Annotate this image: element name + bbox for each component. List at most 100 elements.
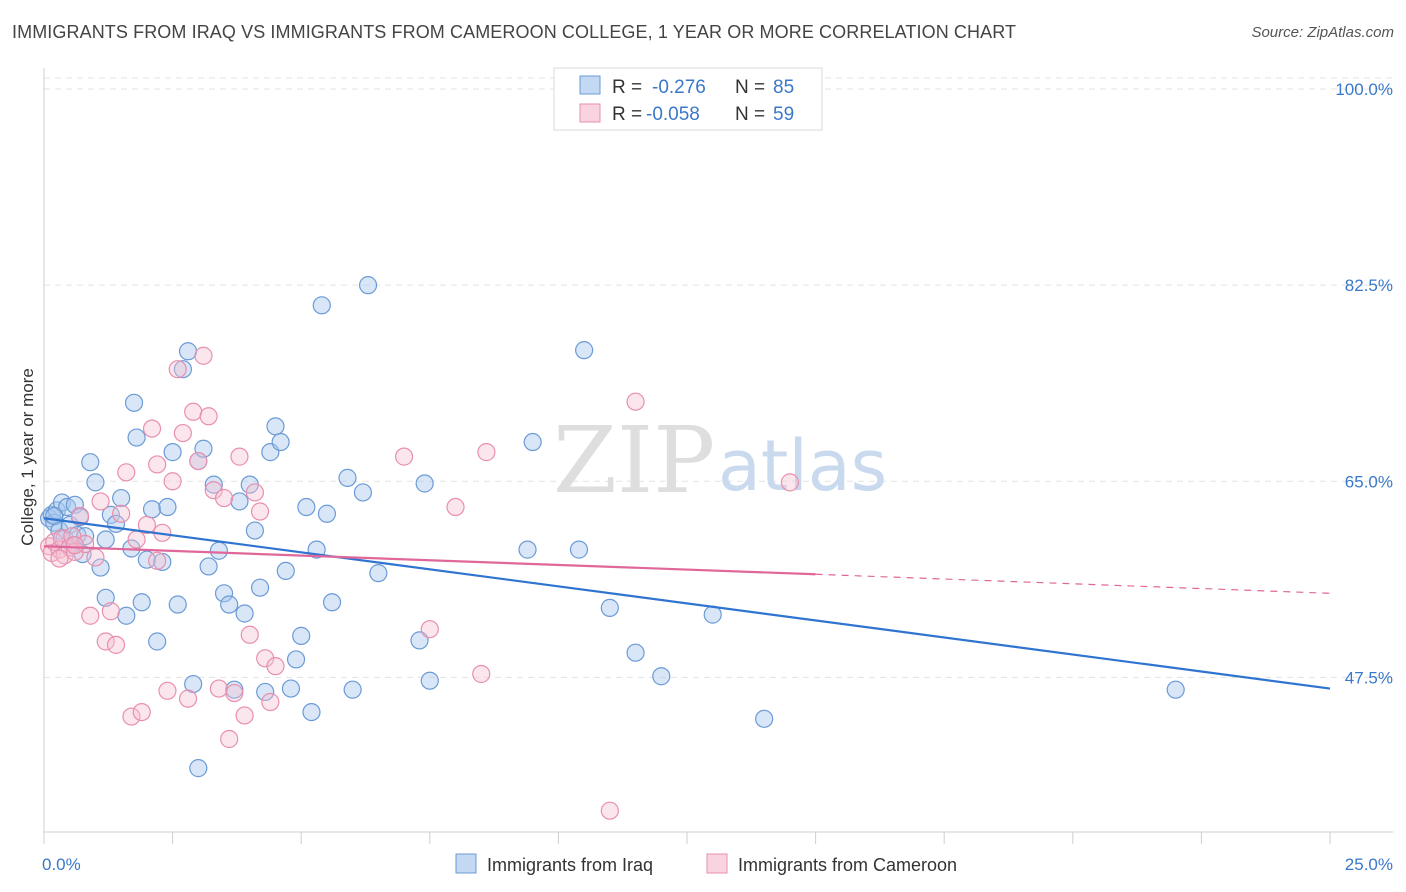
cameroon-point-49 xyxy=(420,620,439,639)
cameroon-point-51 xyxy=(472,664,491,684)
cameroon-point-16 xyxy=(106,635,126,654)
cameroon-point-18 xyxy=(117,463,136,482)
cameroon-point-46 xyxy=(261,692,280,712)
iraq-point-39 xyxy=(199,557,218,576)
iraq-point-55 xyxy=(281,679,301,698)
iraq-points xyxy=(40,276,1185,778)
legend-cameroon-r-label: R = xyxy=(612,104,642,125)
cameroon-point-38 xyxy=(220,729,239,749)
cameroon-point-52 xyxy=(477,443,496,462)
cameroon-point-33 xyxy=(194,346,213,365)
x-tick-label-1: 25.0% xyxy=(1345,855,1393,874)
cameroon-point-20 xyxy=(127,530,146,549)
iraq-point-64 xyxy=(338,468,357,487)
iraq-point-67 xyxy=(358,276,378,295)
cameroon-point-42 xyxy=(240,625,259,644)
cameroon-point-30 xyxy=(178,689,198,708)
iraq-point-65 xyxy=(343,680,362,699)
iraq-point-75 xyxy=(575,341,594,360)
iraq-point-16 xyxy=(86,473,105,492)
x-tick-label-0: 0.0% xyxy=(42,855,81,874)
cameroon-point-53 xyxy=(626,392,645,411)
series-legend-iraq: Immigrants from Iraq xyxy=(487,855,653,875)
iraq-point-46 xyxy=(235,604,254,623)
iraq-point-71 xyxy=(420,671,439,690)
iraq-point-70 xyxy=(415,474,434,493)
cameroon-point-43 xyxy=(245,483,265,502)
cameroon-point-17 xyxy=(112,504,131,523)
iraq-point-80 xyxy=(755,709,774,728)
cameroon-point-34 xyxy=(199,407,218,426)
legend-cameroon-n-label: N = xyxy=(735,104,765,125)
cameroon-point-39 xyxy=(225,683,244,703)
iraq-point-83 xyxy=(45,506,64,526)
cameroon-point-56 xyxy=(148,551,167,570)
trend-lines xyxy=(43,517,1331,690)
iraq-point-17 xyxy=(91,558,110,577)
cameroon-point-23 xyxy=(142,419,162,438)
iraq-point-72 xyxy=(518,540,537,559)
iraq-point-84 xyxy=(96,588,115,607)
iraq-point-26 xyxy=(132,593,151,612)
iraq-point-69 xyxy=(410,631,429,650)
series-legend-swatch-cameroon xyxy=(706,853,728,874)
cameroon-point-58 xyxy=(65,536,84,555)
iraq-point-29 xyxy=(148,632,167,651)
iraq-point-78 xyxy=(652,667,671,686)
iraq-point-32 xyxy=(163,443,182,462)
legend-iraq-r-value: -0.276 xyxy=(652,77,706,98)
legend-cameroon-r-value: -0.058 xyxy=(646,104,700,125)
cameroon-point-12 xyxy=(86,548,105,567)
y-tick-label-3: 100.0% xyxy=(1335,80,1393,99)
iraq-point-25 xyxy=(127,428,146,447)
cameroon-point-55 xyxy=(780,473,799,492)
axes xyxy=(43,68,1393,844)
y-axis-title: College, 1 year or more xyxy=(18,368,37,546)
cameroon-point-32 xyxy=(189,451,208,471)
tick-labels: 47.5% 65.0% 82.5% 100.0% 0.0% 25.0% xyxy=(42,80,1393,874)
iraq-point-73 xyxy=(523,432,542,452)
chart-title: IMMIGRANTS FROM IRAQ VS IMMIGRANTS FROM … xyxy=(12,22,1017,42)
cameroon-point-19 xyxy=(122,707,141,726)
iraq-point-45 xyxy=(230,492,249,511)
series-legend-swatch-iraq xyxy=(455,853,477,874)
cameroon-point-28 xyxy=(168,360,187,379)
cameroon-point-36 xyxy=(209,679,228,698)
iraq-point-42 xyxy=(214,584,234,603)
iraq-point-22 xyxy=(117,606,136,625)
cameroon-point-24 xyxy=(148,455,167,474)
cameroon-point-44 xyxy=(250,502,270,521)
cameroon-point-31 xyxy=(184,402,203,421)
iraq-point-82 xyxy=(189,759,208,778)
iraq-trend-line xyxy=(43,517,1331,690)
watermark-atlas: atlas xyxy=(718,425,887,507)
iraq-point-40 xyxy=(204,475,223,494)
iraq-point-24 xyxy=(124,393,144,412)
iraq-point-21 xyxy=(112,488,131,508)
iraq-point-34 xyxy=(173,360,192,379)
cameroon-point-57 xyxy=(50,549,69,568)
iraq-point-58 xyxy=(297,497,316,517)
iraq-point-63 xyxy=(322,593,342,612)
y-tick-label-0: 47.5% xyxy=(1345,668,1393,687)
watermark: ZIP atlas xyxy=(553,407,887,514)
grid-lines xyxy=(44,77,1393,678)
iraq-point-52 xyxy=(266,417,285,436)
iraq-point-66 xyxy=(353,483,373,502)
iraq-point-50 xyxy=(256,682,275,702)
cameroon-trend-line xyxy=(43,545,816,576)
cameroon-point-11 xyxy=(81,606,100,625)
iraq-point-48 xyxy=(245,521,265,540)
iraq-point-33 xyxy=(168,595,187,614)
iraq-point-59 xyxy=(302,702,321,722)
iraq-point-15 xyxy=(81,453,100,472)
iraq-point-57 xyxy=(292,626,311,645)
legend-swatch-iraq xyxy=(579,75,601,95)
iraq-point-53 xyxy=(271,432,290,452)
cameroon-point-50 xyxy=(446,497,465,517)
cameroon-point-15 xyxy=(101,602,120,621)
cameroon-point-37 xyxy=(214,488,234,508)
iraq-point-56 xyxy=(286,650,306,669)
watermark-zip: ZIP xyxy=(553,407,715,514)
